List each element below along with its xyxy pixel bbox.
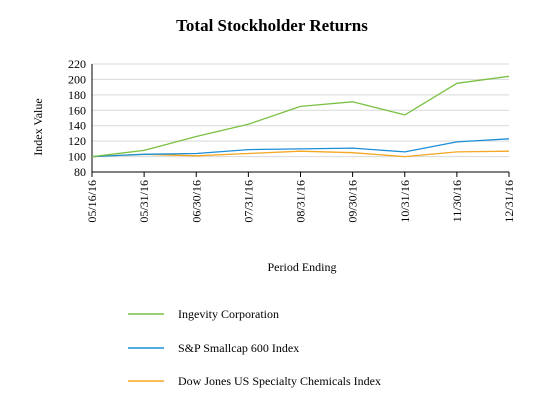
x-tick-label: 05/16/16 (85, 180, 99, 223)
x-axis-label: Period Ending (268, 260, 337, 274)
series-line (91, 75, 510, 158)
series-line (91, 150, 510, 158)
x-tick-label: 12/31/16 (502, 180, 516, 223)
axes (91, 64, 509, 173)
y-tick-label: 220 (68, 57, 86, 71)
chart-title: Total Stockholder Returns (176, 16, 368, 35)
x-tick-label: 10/31/16 (398, 180, 412, 223)
x-tick-labels: 05/16/16 05/31/16 06/30/16 07/31/16 08/31/16… (85, 172, 516, 223)
legend-label: Ingevity Corporation (178, 307, 279, 321)
x-tick-label: 06/30/16 (189, 180, 203, 223)
grid-lines (92, 63, 509, 173)
x-tick-label: 05/31/16 (137, 180, 151, 223)
x-tick-label: 07/31/16 (241, 180, 255, 223)
legend-label: Dow Jones US Specialty Chemicals Index (178, 374, 381, 388)
series-lines (91, 75, 510, 158)
x-tick-label: 09/30/16 (346, 180, 360, 223)
y-tick-label: 140 (68, 119, 86, 133)
y-tick-label: 120 (68, 134, 86, 148)
x-tick-label: 08/31/16 (294, 180, 308, 223)
y-tick-label: 80 (74, 165, 86, 179)
x-tick-label: 11/30/16 (450, 180, 464, 222)
legend: Ingevity Corporation S&P Smallcap 600 Ind… (128, 307, 381, 388)
y-tick-label: 160 (68, 103, 86, 117)
legend-label: S&P Smallcap 600 Index (178, 341, 299, 355)
y-tick-label: 200 (68, 72, 86, 86)
series-line (91, 138, 510, 158)
y-axis-label: Index Value (31, 98, 45, 155)
y-tick-label: 100 (68, 150, 86, 164)
y-tick-label: 180 (68, 88, 86, 102)
